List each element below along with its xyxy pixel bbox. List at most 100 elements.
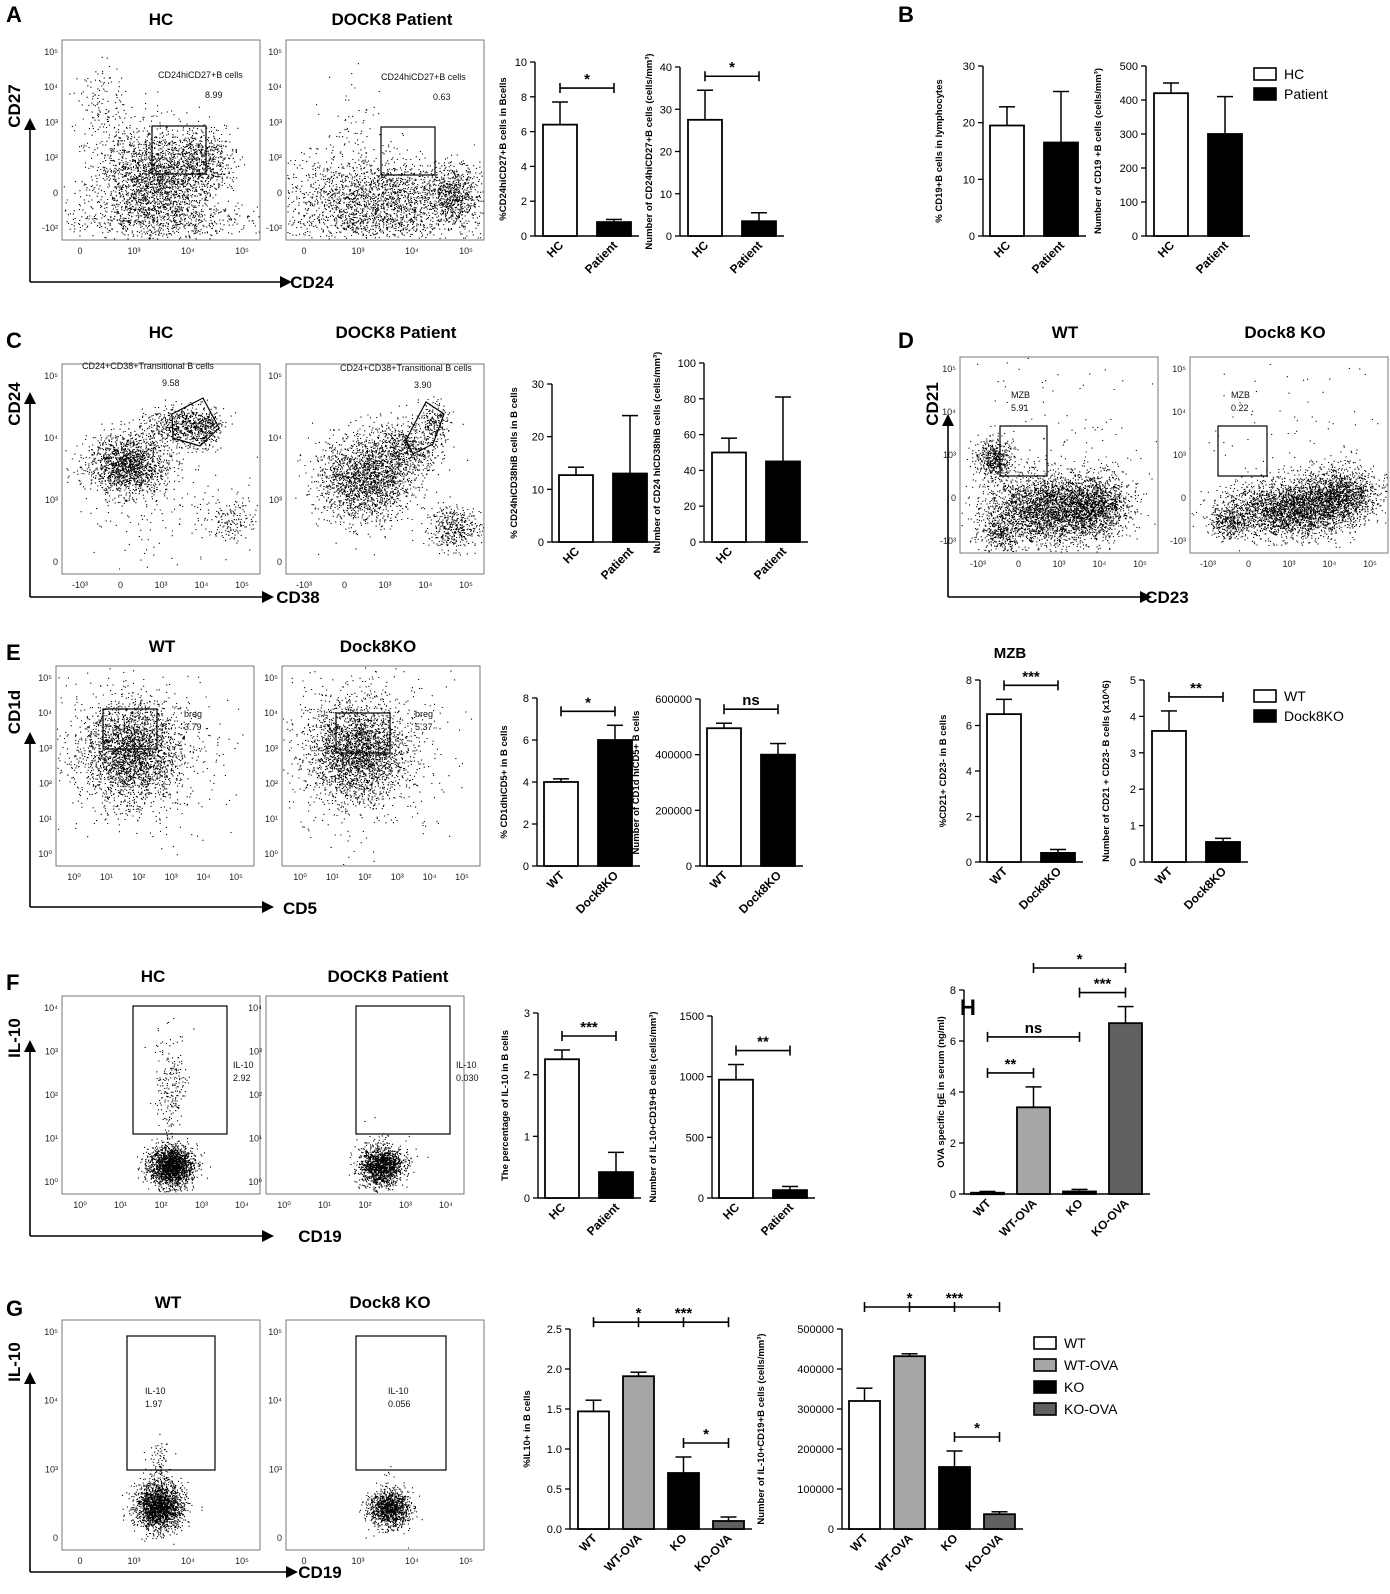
flow-x-tick-label: 10⁴: [235, 1200, 249, 1210]
flow-y-tick-label: 10³: [39, 743, 52, 753]
bar-y-axis-label: % CD1dhiCD5+ in B cells: [499, 725, 510, 838]
flow-x-axis-label: CD38: [276, 588, 319, 607]
flow-x-tick-label: 10³: [165, 872, 178, 882]
flow-gate-value: 5.37: [415, 722, 433, 732]
flow-gate: [102, 708, 158, 750]
bar-y-tick-label: 300: [1120, 129, 1138, 141]
bar-y-axis-label: % CD24hiCD38hiB cells in B cells: [509, 387, 520, 539]
bar-chart-e1: 0 2 4 6 8 % CD1dhiCD5+ in B cells WT Dock8KO *: [499, 693, 640, 916]
flow-x-tick-label: 10⁴: [439, 1200, 453, 1210]
bar-chart-b2: 0 100 200 300 400 500 Number of CD19 +B cells …: [1093, 61, 1250, 276]
bar-chart-e2: 0 200000 400000 600000 Number of CD1d hiCD5+…: [631, 692, 803, 916]
flow-y-tick-label: 10⁴: [44, 82, 58, 92]
legend-swatch: [1033, 1402, 1057, 1416]
bar-y-axis-label: Number of CD24 hiCD38hiB cells (cells/mm…: [652, 352, 663, 554]
flow-dot-cloud: [961, 357, 1157, 553]
y-axis-arrowhead: [24, 732, 36, 744]
bar-rect-wt: [986, 713, 1022, 863]
bar-chart-title: MZB: [994, 645, 1027, 662]
bar-y-tick-label: 3: [524, 1008, 530, 1020]
flow-plot-title: DOCK8 Patient: [328, 967, 449, 986]
bar-category-label: Dock8KO: [1181, 864, 1229, 912]
bar-y-tick-label: 30: [532, 379, 544, 391]
bar-y-tick-label: 0: [1130, 857, 1136, 869]
flow-x-tick-label: 0: [118, 580, 123, 590]
bar-category-label: Patient: [758, 1200, 796, 1238]
flow-x-tick-label: 10¹: [100, 872, 113, 882]
bar-y-tick-label: 400000: [655, 750, 692, 762]
flow-y-tick-label: 10⁵: [44, 371, 58, 381]
flow-y-tick-label: 10⁵: [268, 47, 282, 57]
flow-gate-label: CD24hiCD27+B cells: [381, 72, 466, 82]
panel-letter-h: H: [960, 995, 976, 1020]
flow-y-tick-label: 10⁴: [1172, 407, 1186, 417]
flow-y-tick-label: 10⁴: [44, 1396, 58, 1406]
flow-gate-label: IL-10: [145, 1386, 166, 1396]
bar-y-tick-label: 0: [521, 231, 527, 243]
bar-y-axis-label: Number of IL-10+CD19+B cells (cells/mm³): [648, 1011, 659, 1202]
bar-category-label: Patient: [584, 1200, 622, 1238]
bar-category-label: HC: [1155, 238, 1177, 260]
bar-y-tick-label: 500: [686, 1132, 704, 1144]
flow-axis-arrows: CD19 IL-10: [5, 1342, 342, 1582]
flow-plot-frame: [55, 665, 255, 867]
flow-x-tick-label: 10⁵: [1363, 559, 1377, 569]
flow-x-tick-label: 10⁰: [293, 872, 307, 882]
flow-y-tick-label: 10²: [269, 153, 282, 163]
flow-x-tick-label: 0: [301, 246, 306, 256]
bar-y-tick-label: 1: [524, 1131, 530, 1143]
bar-chart-f1: 0 1 2 3 The percentage of IL-10 in B cells HC…: [500, 1008, 641, 1238]
sig-label: *: [584, 71, 590, 88]
flow-plot-frame: [285, 39, 485, 241]
flow-y-tick-label: 10⁵: [264, 673, 278, 683]
flow-y-tick-label: -10³: [1170, 536, 1186, 546]
flow-x-tick-label: 10³: [127, 1556, 140, 1566]
flow-gate-label: MZB: [1011, 390, 1030, 400]
bar-y-tick-label: 2: [523, 819, 529, 831]
bar-y-tick-label: 0: [524, 1193, 530, 1205]
sig-label: ns: [1025, 1020, 1043, 1037]
flow-x-tick-label: 10⁰: [277, 1200, 291, 1210]
flow-plot-frame: [959, 356, 1159, 554]
bar-y-tick-label: 1.5: [547, 1404, 562, 1416]
flow-y-tick-label: 10⁵: [942, 364, 956, 374]
flow-plot-g-wt: WT 10⁵ 10⁴ 10³ 0 0 10³ 10⁴ 10⁵ IL-10 1.97: [44, 1293, 261, 1566]
flow-y-tick-label: 0: [53, 188, 58, 198]
bar-y-tick-label: 100000: [797, 1484, 834, 1496]
legend-g: WT WT-OVA KO KO-OVA: [1033, 1335, 1119, 1417]
legend-entry-label: WT: [1064, 1335, 1086, 1351]
bar-y-axis-label: %CD21+ CD23- in B cells: [938, 715, 949, 828]
flow-y-tick-label: 10⁵: [1172, 364, 1186, 374]
flow-y-tick-label: 10³: [269, 117, 282, 127]
bar-y-tick-label: 4: [1130, 711, 1136, 723]
bar-y-tick-label: 600000: [655, 694, 692, 706]
sig-label: **: [1005, 1056, 1017, 1073]
bar-rect-ko-ova: [983, 1513, 1016, 1530]
flow-x-axis-label: CD5: [283, 899, 317, 918]
flow-dot-cloud: [348, 1117, 429, 1193]
flow-x-tick-label: 0: [77, 1556, 82, 1566]
bar-y-axis-label: Number of IL-10+CD19+B cells (cells/mm³): [756, 1333, 767, 1524]
flow-x-tick-label: 10³: [154, 580, 167, 590]
bar-chart-g1: 0.0 0.5 1.0 1.5 2.0 2.5 %IL10+ in B cells WT WT-…: [522, 1305, 752, 1574]
panel-letter-a: A: [6, 2, 22, 27]
bar-y-tick-label: 0: [666, 231, 672, 243]
flow-y-tick-label: 10⁵: [44, 1327, 58, 1337]
flow-dot-cloud: [359, 1466, 423, 1549]
flow-x-axis-label: CD19: [298, 1227, 341, 1246]
legend-b: HC Patient: [1253, 66, 1328, 102]
bar-y-tick-label: 40: [660, 62, 672, 74]
bar-chart-a2: 0 10 20 30 40 Number of CD24hiCD27+B cells (c…: [644, 53, 784, 276]
bar-y-tick-label: 200: [1120, 163, 1138, 175]
flow-dot-cloud: [136, 1017, 211, 1193]
bar-y-tick-label: 1.0: [547, 1444, 562, 1456]
panel-letter-c: C: [6, 328, 22, 353]
bar-category-label: WT: [987, 864, 1011, 888]
sig-label: *: [636, 1305, 642, 1322]
bar-chart-b1: 0 10 20 30 % CD19+B cells in lymphocytes HC Pa…: [934, 61, 1086, 276]
bar-rect-wt: [970, 1191, 1005, 1196]
flow-plot-frame: [1189, 356, 1389, 554]
sig-label: *: [974, 1420, 980, 1437]
